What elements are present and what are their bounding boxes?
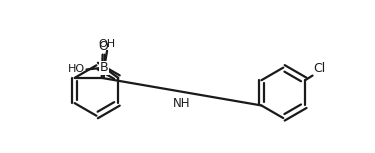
Text: OH: OH: [99, 39, 116, 49]
Text: B: B: [100, 61, 109, 74]
Text: Cl: Cl: [313, 62, 325, 75]
Text: O: O: [98, 40, 108, 53]
Text: HO: HO: [68, 65, 85, 75]
Text: NH: NH: [173, 97, 190, 110]
